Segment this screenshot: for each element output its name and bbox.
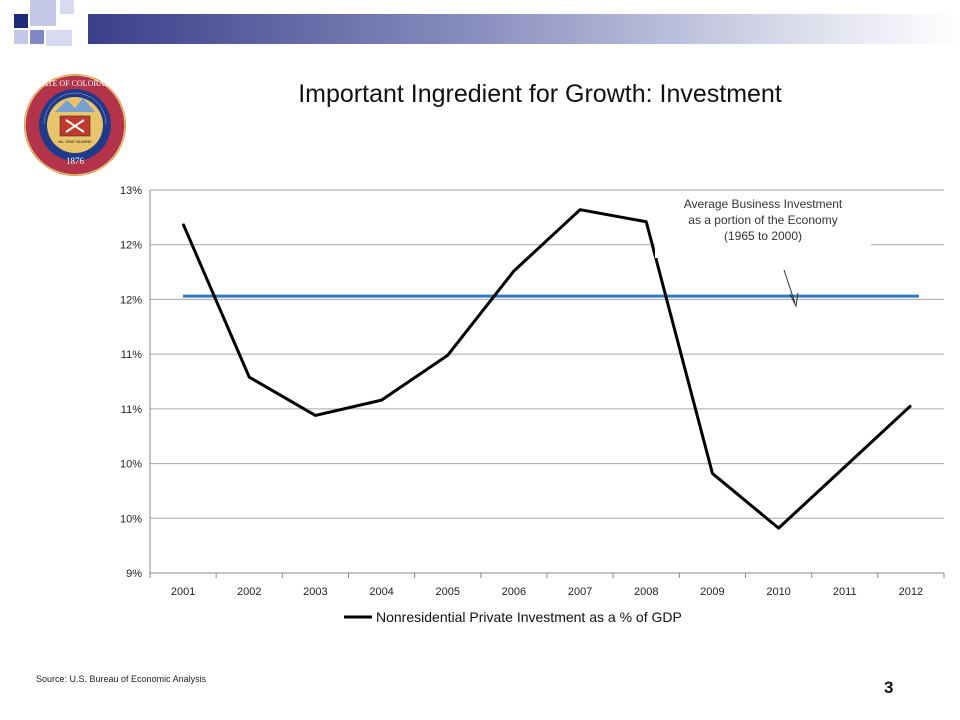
y-tick-label: 11% <box>121 404 142 416</box>
series-point <box>844 466 846 468</box>
header-gradient-bar <box>88 14 960 44</box>
x-tick-label: 2007 <box>568 586 592 598</box>
decor-square-light <box>60 0 74 14</box>
y-tick-label: 12% <box>120 294 142 306</box>
series-point <box>314 414 316 416</box>
decor-square-light <box>46 30 72 46</box>
y-tick-label: 10% <box>120 459 142 471</box>
x-tick-label: 2011 <box>833 586 857 598</box>
x-tick-label: 2010 <box>766 586 790 598</box>
series-point <box>248 376 250 378</box>
series-point <box>910 405 912 407</box>
series-point <box>778 527 780 529</box>
svg-text:STATE OF COLORADO: STATE OF COLORADO <box>34 79 116 88</box>
colorado-state-seal: 1876 NIL SINE NUMINE STATE OF COLORADO <box>24 74 126 176</box>
x-tick-label: 2009 <box>700 586 724 598</box>
annotation-text: (1965 to 2000) <box>724 229 802 243</box>
series-point <box>381 399 383 401</box>
decor-square-light <box>14 30 28 44</box>
investment-line-chart: 9% 10% 10% 11% 11% 12% 12% 13% 2001 2002 2003 2004 2… <box>120 185 945 625</box>
series-point <box>645 221 647 223</box>
svg-text:1876: 1876 <box>66 156 85 166</box>
series-point <box>513 270 515 272</box>
decor-square-dark <box>30 30 44 44</box>
legend-label: Nonresidential Private Investment as a %… <box>376 609 682 625</box>
x-tick-label: 2008 <box>634 586 658 598</box>
y-tick-label: 9% <box>126 568 142 580</box>
annotation-box <box>655 192 871 258</box>
x-tick-label: 2004 <box>369 586 393 598</box>
annotation-arrowhead <box>789 292 799 308</box>
y-tick-label: 13% <box>120 185 142 197</box>
source-note: Source: U.S. Bureau of Economic Analysis <box>36 674 207 684</box>
annotation-text: Average Business Investment <box>684 197 843 211</box>
x-tick-label: 2003 <box>303 586 327 598</box>
series-line <box>181 208 912 530</box>
x-tick-label: 2002 <box>237 586 261 598</box>
svg-text:NIL SINE NUMINE: NIL SINE NUMINE <box>58 139 92 144</box>
x-tick-label: 2006 <box>502 586 526 598</box>
slide-title: Important Ingredient for Growth: Investm… <box>298 80 782 108</box>
decor-square-light <box>30 0 56 26</box>
annotation-text: as a portion of the Economy <box>688 213 837 227</box>
series-point <box>579 209 581 211</box>
x-tick-label: 2005 <box>436 586 460 598</box>
x-tick-label: 2012 <box>899 586 923 598</box>
page-number: 3 <box>884 678 894 697</box>
x-tick-label: 2001 <box>171 586 195 598</box>
series-point <box>447 354 449 356</box>
y-tick-label: 10% <box>120 513 142 525</box>
y-tick-label: 11% <box>121 349 142 361</box>
series-point <box>182 223 184 225</box>
series-point <box>711 472 713 474</box>
y-tick-label: 12% <box>120 240 142 252</box>
annotation-arrow <box>783 269 796 304</box>
decor-square-dark <box>14 14 28 28</box>
